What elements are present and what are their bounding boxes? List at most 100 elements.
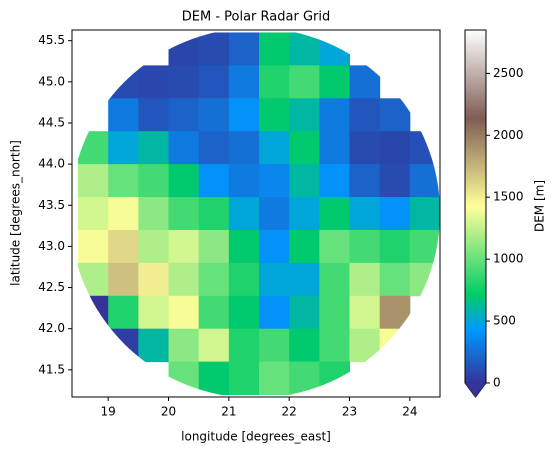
cell (319, 197, 351, 231)
colorbar-tick-label: 1500 (493, 190, 524, 204)
cell (379, 98, 411, 132)
y-tick-label: 42.0 (38, 321, 65, 335)
cell (168, 131, 200, 165)
cell (108, 197, 139, 231)
cell (319, 229, 351, 264)
cell (78, 197, 109, 231)
cell (349, 131, 381, 165)
cell (289, 98, 320, 132)
cell (198, 32, 230, 66)
cell (409, 262, 440, 297)
cell (289, 295, 320, 330)
colorbar-tick-label: 2000 (493, 128, 524, 142)
cell (168, 98, 200, 132)
cell (138, 65, 170, 99)
cell (198, 65, 230, 99)
cell (289, 229, 320, 264)
cell (198, 229, 230, 264)
cell (138, 328, 170, 363)
cell (78, 164, 109, 198)
cell (319, 295, 351, 330)
colorbar-tick-label: 1000 (493, 252, 524, 266)
x-tick-label: 20 (161, 405, 176, 419)
y-tick-label: 42.5 (38, 280, 65, 294)
cell (319, 361, 351, 396)
y-tick-label: 44.5 (38, 115, 65, 129)
cell (409, 229, 440, 264)
cell (138, 197, 170, 231)
cell (228, 65, 260, 99)
cell (289, 262, 320, 297)
cell (289, 32, 320, 66)
x-axis-label: longitude [degrees_east] (181, 430, 331, 444)
cell (379, 164, 411, 198)
cell (168, 229, 200, 264)
x-tick-label: 19 (101, 405, 116, 419)
cell (108, 65, 139, 99)
cell (259, 164, 290, 198)
cell (289, 361, 320, 396)
x-tick-label: 24 (402, 405, 417, 419)
cell (168, 65, 200, 99)
cell (289, 328, 320, 363)
cell (198, 164, 230, 198)
cell (349, 98, 381, 132)
cell (108, 295, 139, 330)
colorbar-tick-label: 500 (493, 314, 516, 328)
cell (78, 229, 109, 264)
cell (379, 328, 411, 363)
cell (409, 131, 440, 165)
cell (319, 32, 351, 66)
y-tick-label: 43.5 (38, 198, 65, 212)
cell (198, 98, 230, 132)
cell (289, 197, 320, 231)
cell (138, 262, 170, 297)
x-tick-label: 23 (342, 405, 357, 419)
cell (349, 197, 381, 231)
cell (289, 131, 320, 165)
cell (108, 229, 139, 264)
cell (228, 32, 260, 66)
cell (409, 197, 440, 231)
cell (108, 328, 139, 363)
cell (289, 164, 320, 198)
cell (138, 295, 170, 330)
cell (289, 65, 320, 99)
cell (319, 131, 351, 165)
cell (108, 131, 139, 165)
cell (198, 295, 230, 330)
cell (168, 164, 200, 198)
cell (259, 295, 290, 330)
cell (379, 229, 411, 264)
cell (138, 131, 170, 165)
colorbar (465, 30, 486, 383)
cell (198, 131, 230, 165)
cell (349, 164, 381, 198)
cell (138, 229, 170, 264)
chart-title: DEM - Polar Radar Grid (182, 10, 330, 25)
y-tick-label: 43.0 (38, 239, 65, 253)
cell (259, 229, 290, 264)
cell (228, 328, 260, 363)
cell (259, 262, 290, 297)
cell (379, 131, 411, 165)
cell (259, 98, 290, 132)
cell (108, 164, 139, 198)
colorbar-tick-label: 2500 (493, 66, 524, 80)
cell (409, 164, 440, 198)
y-tick-label: 45.0 (38, 74, 65, 88)
y-axis-label: latitude [degrees_north] (9, 140, 23, 286)
cell (349, 295, 381, 330)
cell (379, 295, 411, 330)
y-tick-label: 41.5 (38, 362, 65, 376)
cell (349, 328, 381, 363)
cell (138, 98, 170, 132)
y-tick-label: 45.5 (38, 33, 65, 47)
cell (319, 164, 351, 198)
cell (349, 229, 381, 264)
cell (379, 262, 411, 297)
cell (168, 32, 200, 66)
cell (78, 131, 109, 165)
cell (108, 98, 139, 132)
